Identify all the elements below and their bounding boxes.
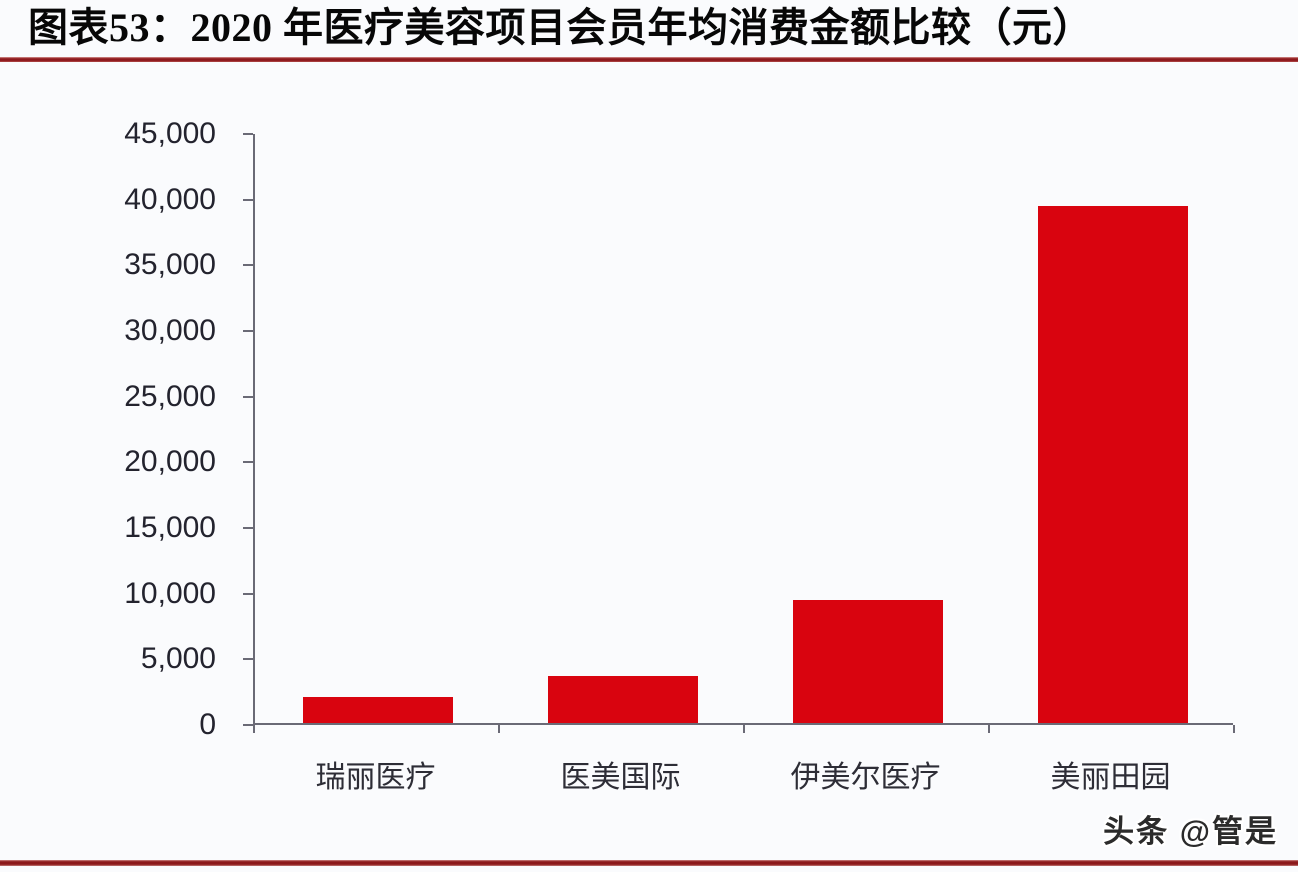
y-tick-label: 0 <box>199 708 216 741</box>
x-category-label: 瑞丽医疗 <box>315 761 436 794</box>
bar-医美国际 <box>547 675 698 723</box>
x-axis-category-labels: 瑞丽医疗 医美国际 伊美尔医疗 美丽田园 <box>253 752 1233 796</box>
bar-瑞丽医疗 <box>302 696 453 723</box>
y-tick-mark <box>243 198 253 201</box>
x-tick-mark <box>988 725 990 733</box>
y-tick-mark <box>243 264 253 267</box>
y-tick-label: 5,000 <box>140 642 216 676</box>
x-tick-mark <box>1233 725 1235 733</box>
y-tick-label: 20,000 <box>124 445 216 479</box>
y-tick-mark <box>243 461 253 464</box>
x-tick-mark <box>498 725 500 733</box>
title-divider-line <box>0 57 1298 62</box>
y-tick-mark <box>243 724 253 726</box>
figure-title: 图表53：2020 年医疗美容项目会员年均消费金额比较（元） <box>28 5 1093 50</box>
y-tick-mark <box>243 658 253 661</box>
y-tick-label: 45,000 <box>124 117 216 150</box>
y-tick-mark <box>243 395 253 398</box>
y-tick-label: 25,000 <box>124 379 216 413</box>
bar-美丽田园 <box>1037 205 1188 723</box>
x-category-label: 医美国际 <box>560 761 681 794</box>
bottom-divider-line <box>0 860 1298 866</box>
plot-area <box>243 133 1235 733</box>
x-tick-mark <box>253 725 255 733</box>
y-tick-label: 35,000 <box>124 248 216 282</box>
x-category-label: 伊美尔医疗 <box>790 761 941 794</box>
x-tick-mark <box>743 725 745 733</box>
y-tick-label: 15,000 <box>124 511 216 544</box>
watermark-text: 头条 @管是 <box>1103 814 1278 849</box>
y-tick-label: 40,000 <box>124 182 216 216</box>
y-tick-mark <box>243 527 253 529</box>
y-tick-label: 10,000 <box>124 576 216 610</box>
y-tick-label: 30,000 <box>124 314 216 347</box>
x-category-label: 美丽田园 <box>1050 761 1171 794</box>
y-tick-mark <box>243 592 253 595</box>
bar-伊美尔医疗 <box>792 599 943 723</box>
y-tick-mark <box>243 133 253 135</box>
y-axis-tick-labels: 0 5,000 10,000 15,000 20,000 25,000 30,000 35,0… <box>0 117 216 741</box>
y-tick-mark <box>243 330 253 332</box>
